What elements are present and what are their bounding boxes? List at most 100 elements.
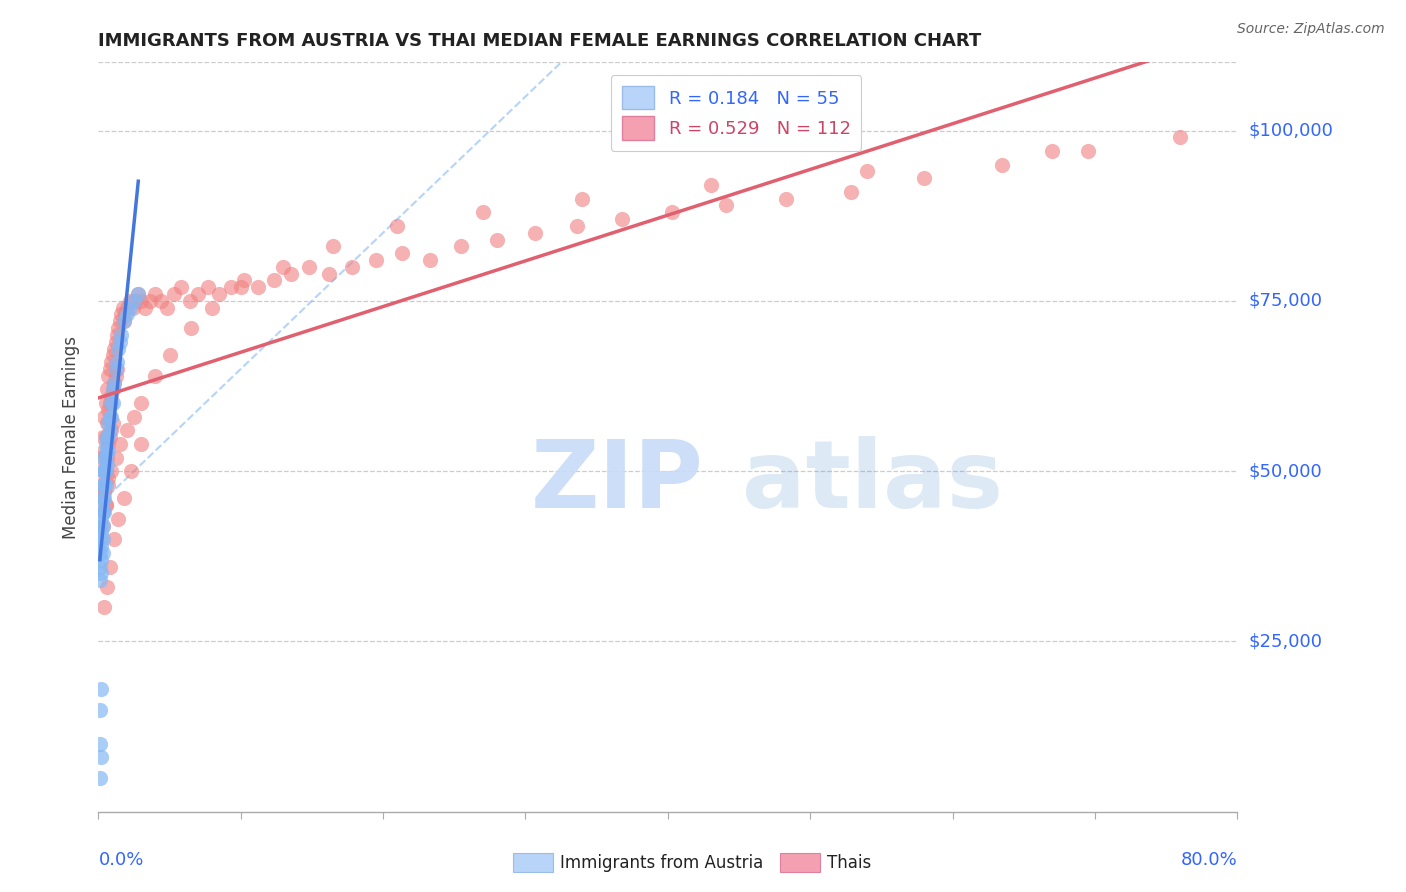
Point: [89, 573, 111, 587]
Point: [98, 559, 121, 574]
Point: [110, 308, 132, 322]
Point: [912, 171, 935, 186]
Point: [273, 260, 295, 274]
Point: [201, 301, 224, 315]
Point: [90, 539, 112, 553]
Point: [103, 376, 125, 390]
Point: [118, 301, 141, 315]
Point: [96, 580, 118, 594]
Point: [145, 287, 167, 301]
Point: [105, 355, 128, 369]
Point: [197, 280, 219, 294]
Point: [97, 443, 120, 458]
Point: [97, 437, 120, 451]
Point: [98, 430, 121, 444]
Point: [93, 477, 115, 491]
Point: [856, 164, 879, 178]
Point: [1077, 144, 1099, 158]
Point: [96, 450, 118, 465]
Point: [104, 450, 127, 465]
Point: [263, 273, 285, 287]
Point: [97, 471, 120, 485]
Point: [104, 368, 127, 383]
Point: [89, 477, 111, 491]
Point: [96, 430, 118, 444]
Point: [122, 409, 145, 424]
Point: [138, 293, 160, 308]
Point: [94, 498, 117, 512]
Point: [97, 417, 120, 431]
Point: [108, 437, 131, 451]
Point: [98, 396, 121, 410]
Point: [90, 552, 112, 566]
Point: [91, 430, 114, 444]
Point: [232, 273, 254, 287]
Legend: R = 0.184   N = 55, R = 0.529   N = 112: R = 0.184 N = 55, R = 0.529 N = 112: [610, 75, 862, 151]
Point: [571, 192, 593, 206]
Point: [208, 287, 231, 301]
Point: [90, 498, 112, 512]
Point: [94, 396, 117, 410]
Point: [89, 559, 111, 574]
Point: [107, 342, 129, 356]
Point: [716, 198, 738, 212]
Point: [991, 158, 1014, 172]
Point: [1040, 144, 1063, 158]
Point: [93, 484, 115, 499]
Point: [98, 423, 121, 437]
Point: [94, 437, 117, 451]
Point: [93, 409, 115, 424]
Point: [97, 430, 120, 444]
Point: [94, 464, 117, 478]
Point: [93, 443, 115, 458]
Point: [112, 314, 135, 328]
Point: [100, 409, 122, 424]
Point: [90, 450, 112, 465]
Point: [180, 321, 202, 335]
Point: [108, 314, 131, 328]
Point: [91, 518, 114, 533]
Point: [96, 383, 118, 397]
Point: [101, 396, 124, 410]
Point: [100, 464, 122, 478]
Point: [111, 301, 134, 315]
Point: [91, 464, 114, 478]
Point: [93, 505, 115, 519]
Point: [187, 287, 209, 301]
Point: [98, 409, 121, 424]
Point: [91, 464, 114, 478]
Point: [107, 512, 129, 526]
Point: [129, 396, 152, 410]
Point: [159, 348, 181, 362]
Point: [108, 334, 131, 349]
Point: [100, 396, 122, 410]
Point: [91, 491, 114, 506]
Point: [246, 280, 269, 294]
Point: [163, 287, 186, 301]
Point: [280, 267, 302, 281]
Point: [179, 293, 201, 308]
Point: [93, 464, 115, 478]
Point: [97, 402, 120, 417]
Point: [91, 505, 114, 519]
Point: [94, 477, 117, 491]
Point: [104, 362, 127, 376]
Text: 80.0%: 80.0%: [1181, 851, 1237, 869]
Point: [94, 450, 117, 465]
Point: [101, 383, 124, 397]
Point: [121, 301, 143, 315]
Point: [340, 260, 363, 274]
Point: [387, 219, 409, 233]
Point: [419, 252, 441, 267]
Point: [101, 417, 124, 431]
Point: [661, 205, 683, 219]
Text: Immigrants from Austria: Immigrants from Austria: [560, 854, 763, 871]
Point: [91, 518, 114, 533]
Point: [450, 239, 472, 253]
Point: [322, 239, 344, 253]
Point: [115, 423, 138, 437]
Point: [91, 533, 114, 547]
Point: [94, 464, 117, 478]
Text: $25,000: $25,000: [1249, 632, 1323, 650]
Point: [486, 233, 509, 247]
